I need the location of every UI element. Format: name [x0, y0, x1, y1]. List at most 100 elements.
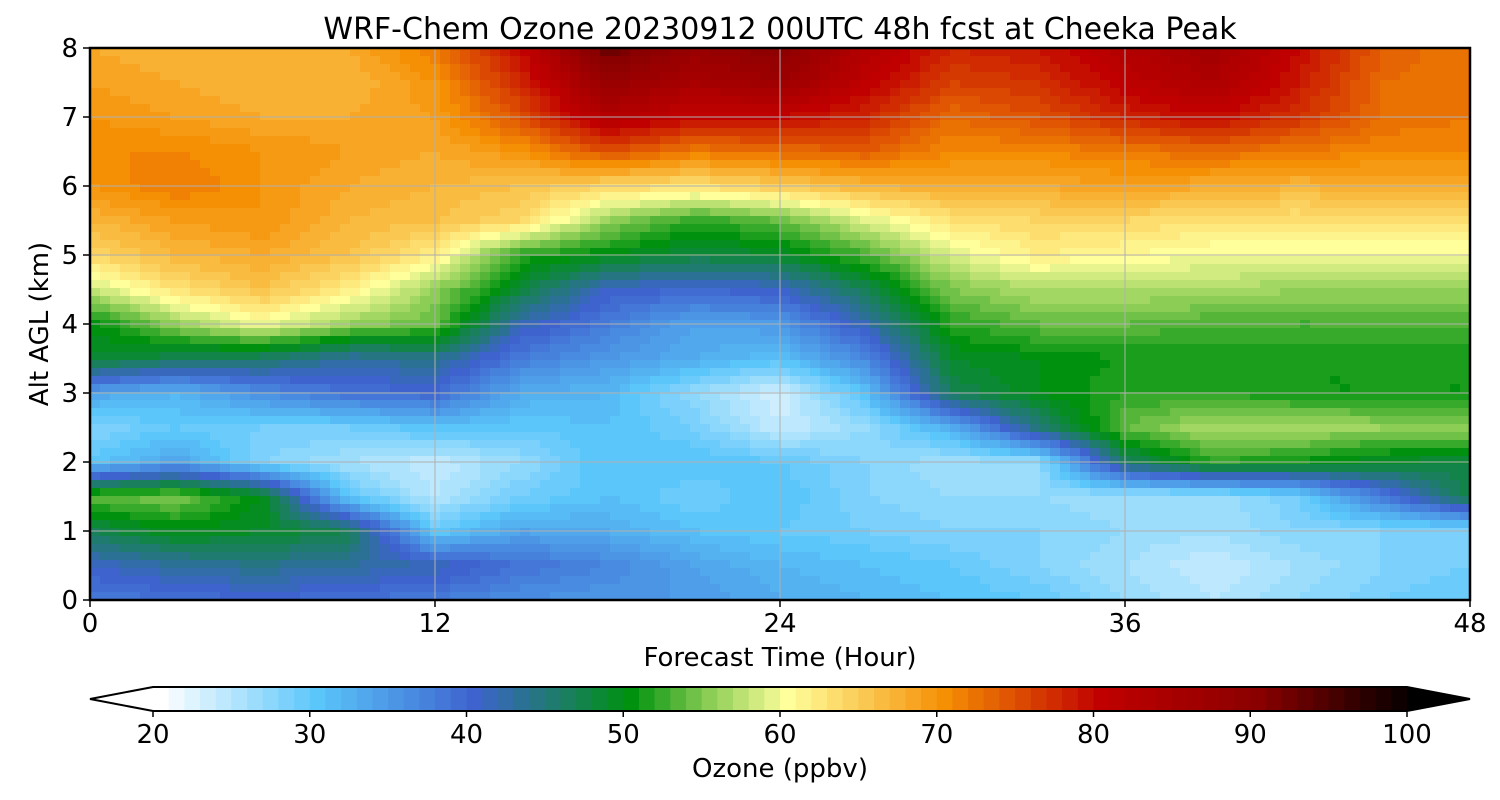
heatmap-cell	[220, 64, 231, 73]
heatmap-cell	[290, 144, 301, 153]
heatmap-cell	[1220, 224, 1231, 233]
heatmap-cell	[1330, 328, 1341, 337]
heatmap-cell	[370, 296, 381, 305]
heatmap-cell	[710, 264, 721, 273]
heatmap-cell	[850, 216, 861, 225]
heatmap-cell	[560, 112, 571, 121]
heatmap-cell	[1430, 128, 1441, 137]
heatmap-cell	[750, 136, 761, 145]
heatmap-cell	[560, 176, 571, 185]
heatmap-cell	[520, 208, 531, 217]
heatmap-cell	[1420, 168, 1431, 177]
heatmap-cell	[830, 48, 841, 57]
heatmap-cell	[680, 288, 691, 297]
heatmap-cell	[1190, 240, 1201, 249]
heatmap-cell	[330, 312, 341, 321]
heatmap-cell	[870, 256, 881, 265]
heatmap-cell	[160, 56, 171, 65]
heatmap-cell	[470, 104, 481, 113]
heatmap-cell	[180, 176, 191, 185]
heatmap-cell	[1230, 80, 1241, 89]
heatmap-cell	[310, 224, 321, 233]
heatmap-cell	[340, 168, 351, 177]
heatmap-cell	[810, 192, 821, 201]
heatmap-cell	[150, 256, 161, 265]
heatmap-cell	[1460, 200, 1470, 209]
heatmap-cell	[390, 168, 401, 177]
heatmap-cell	[540, 288, 551, 297]
heatmap-cell	[870, 304, 881, 313]
heatmap-cell	[1200, 184, 1211, 193]
heatmap-cell	[760, 88, 771, 97]
heatmap-cell	[1230, 224, 1241, 233]
heatmap-cell	[210, 336, 221, 345]
heatmap-cell	[1190, 256, 1201, 265]
heatmap-cell	[980, 192, 991, 201]
heatmap-cell	[1320, 144, 1331, 153]
heatmap-cell	[150, 280, 161, 289]
heatmap-cell	[1130, 88, 1141, 97]
heatmap-cell	[700, 72, 711, 81]
heatmap-cell	[1070, 272, 1081, 281]
heatmap-cell	[540, 96, 551, 105]
heatmap-cell	[480, 232, 491, 241]
heatmap-cell	[1090, 88, 1101, 97]
heatmap-cell	[830, 288, 841, 297]
heatmap-cell	[920, 120, 931, 129]
heatmap-cell	[1090, 104, 1101, 113]
heatmap-cell	[660, 208, 671, 217]
heatmap-cell	[1400, 104, 1411, 113]
heatmap-cell	[810, 296, 821, 305]
heatmap-cell	[1370, 80, 1381, 89]
heatmap-cell	[760, 256, 771, 265]
heatmap-cell	[750, 104, 761, 113]
heatmap-cell	[780, 144, 791, 153]
heatmap-cell	[1380, 288, 1391, 297]
heatmap-cell	[1280, 304, 1291, 313]
heatmap-cell	[980, 72, 991, 81]
heatmap-cell	[900, 224, 911, 233]
heatmap-cell	[180, 288, 191, 297]
heatmap-cell	[850, 200, 861, 209]
heatmap-cell	[690, 104, 701, 113]
heatmap-cell	[190, 288, 201, 297]
heatmap-cell	[310, 56, 321, 65]
heatmap-cell	[540, 56, 551, 65]
heatmap-cell	[690, 56, 701, 65]
heatmap-cell	[390, 48, 401, 57]
heatmap-cell	[1220, 232, 1231, 241]
heatmap-cell	[980, 312, 991, 321]
heatmap-cell	[880, 72, 891, 81]
heatmap-cell	[880, 48, 891, 57]
heatmap-cell	[1040, 208, 1051, 217]
heatmap-cell	[1340, 288, 1351, 297]
heatmap-cell	[1010, 216, 1021, 225]
heatmap-cell	[1280, 88, 1291, 97]
heatmap-cell	[100, 248, 111, 257]
heatmap-cell	[620, 160, 631, 169]
heatmap-cell	[600, 56, 611, 65]
heatmap-cell	[120, 216, 131, 225]
heatmap-cell	[1450, 128, 1461, 137]
heatmap-cell	[190, 216, 201, 225]
heatmap-cell	[1260, 240, 1271, 249]
heatmap-cell	[1000, 208, 1011, 217]
heatmap-cell	[500, 104, 511, 113]
heatmap-cell	[720, 224, 731, 233]
heatmap-cell	[240, 232, 251, 241]
heatmap-cell	[360, 296, 371, 305]
heatmap-cell	[1000, 48, 1011, 57]
heatmap-cell	[1250, 304, 1261, 313]
heatmap-cell	[990, 272, 1001, 281]
heatmap-cell	[1290, 232, 1301, 241]
heatmap-cell	[910, 272, 921, 281]
heatmap-cell	[700, 312, 711, 321]
heatmap-cell	[1220, 88, 1231, 97]
heatmap-cell	[700, 216, 711, 225]
heatmap-cell	[1300, 224, 1311, 233]
heatmap-cell	[1230, 296, 1241, 305]
heatmap-cell	[290, 296, 301, 305]
heatmap-cell	[110, 168, 121, 177]
heatmap-cell	[500, 256, 511, 265]
heatmap-cell	[710, 256, 721, 265]
